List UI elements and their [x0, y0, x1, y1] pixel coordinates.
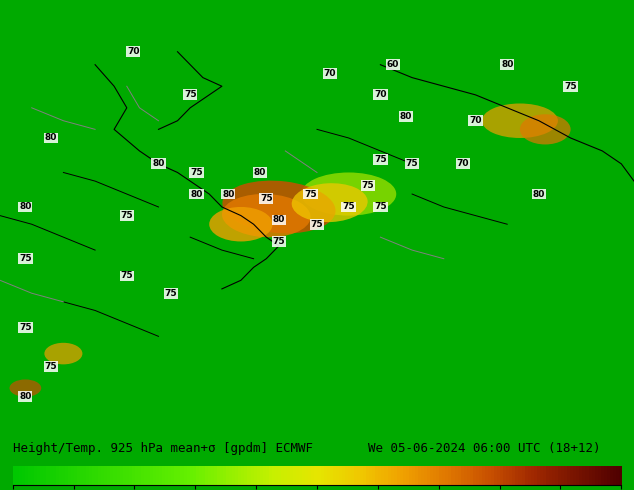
Text: 80: 80	[501, 60, 514, 69]
Text: 75: 75	[273, 237, 285, 246]
Text: 75: 75	[184, 90, 197, 99]
Text: 75: 75	[304, 190, 317, 198]
Text: 60: 60	[387, 60, 399, 69]
Text: 75: 75	[342, 202, 355, 212]
Text: 75: 75	[120, 211, 133, 220]
Text: 75: 75	[260, 194, 273, 203]
Text: 75: 75	[165, 289, 178, 298]
Ellipse shape	[10, 379, 41, 397]
Text: 75: 75	[374, 155, 387, 164]
Ellipse shape	[482, 103, 558, 138]
Text: 75: 75	[19, 323, 32, 332]
Text: 75: 75	[406, 159, 418, 169]
Text: 80: 80	[254, 168, 266, 177]
Text: 70: 70	[456, 159, 469, 169]
Ellipse shape	[223, 181, 335, 233]
Ellipse shape	[209, 207, 273, 242]
Ellipse shape	[301, 172, 396, 216]
Text: 80: 80	[222, 190, 235, 198]
Text: 80: 80	[19, 392, 32, 401]
Text: 75: 75	[361, 181, 374, 190]
Ellipse shape	[44, 343, 82, 365]
Text: 75: 75	[120, 271, 133, 280]
Text: 80: 80	[44, 133, 57, 143]
Text: 70: 70	[374, 90, 387, 99]
Text: 75: 75	[311, 220, 323, 229]
Text: 75: 75	[564, 82, 577, 91]
Text: 70: 70	[469, 116, 482, 125]
Text: 80: 80	[399, 112, 412, 121]
Text: 80: 80	[533, 190, 545, 198]
Text: 80: 80	[19, 202, 32, 212]
Text: 80: 80	[152, 159, 165, 169]
Text: 70: 70	[127, 47, 139, 56]
Text: 80: 80	[190, 190, 203, 198]
Ellipse shape	[292, 183, 368, 222]
Ellipse shape	[222, 194, 311, 237]
Text: We 05-06-2024 06:00 UTC (18+12): We 05-06-2024 06:00 UTC (18+12)	[368, 442, 600, 455]
Text: 75: 75	[190, 168, 203, 177]
Text: 75: 75	[374, 202, 387, 212]
Text: 70: 70	[323, 69, 336, 78]
Text: 80: 80	[273, 216, 285, 224]
Text: Height/Temp. 925 hPa mean+σ [gpdm] ECMWF: Height/Temp. 925 hPa mean+σ [gpdm] ECMWF	[13, 442, 313, 455]
Ellipse shape	[520, 114, 571, 145]
Text: 75: 75	[19, 254, 32, 263]
Text: 75: 75	[44, 362, 57, 371]
